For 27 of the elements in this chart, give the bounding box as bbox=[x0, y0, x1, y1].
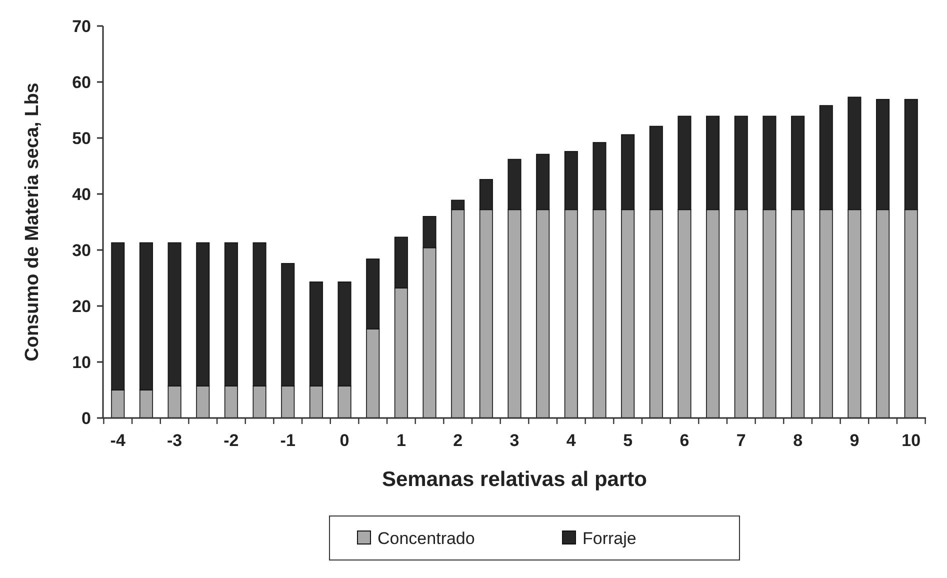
x-tick-label: -3 bbox=[166, 431, 182, 450]
x-tick-label: 7 bbox=[736, 431, 746, 450]
y-tick-label: 10 bbox=[72, 352, 91, 372]
legend-label: Concentrado bbox=[378, 528, 475, 548]
x-tick-label: 3 bbox=[510, 431, 520, 450]
y-tick-label: 20 bbox=[72, 296, 91, 316]
x-tick-label: -2 bbox=[224, 431, 239, 450]
x-tick-label: 0 bbox=[340, 431, 350, 450]
x-tick-label: -4 bbox=[110, 431, 126, 450]
x-tick-label: 9 bbox=[850, 431, 860, 450]
y-tick-label: 50 bbox=[72, 128, 91, 148]
y-tick-label: 70 bbox=[72, 16, 91, 36]
y-tick-label: 30 bbox=[72, 240, 91, 260]
x-tick-label: 2 bbox=[453, 431, 463, 450]
legend-label: Forraje bbox=[582, 528, 636, 548]
x-tick-label: -1 bbox=[280, 431, 296, 450]
x-tick-label: 10 bbox=[902, 431, 921, 450]
x-tick-label: 4 bbox=[566, 431, 576, 450]
y-tick-label: 0 bbox=[82, 408, 91, 428]
y-axis-title: Consumo de Materia seca, Lbs bbox=[22, 82, 43, 362]
x-axis-title: Semanas relativas al parto bbox=[382, 468, 647, 491]
x-tick-label: 8 bbox=[793, 431, 803, 450]
y-tick-label: 40 bbox=[72, 184, 91, 204]
y-tick-label: 60 bbox=[72, 72, 91, 92]
x-tick-label: 1 bbox=[396, 431, 406, 450]
x-tick-label: 5 bbox=[623, 431, 633, 450]
x-tick-label: 6 bbox=[680, 431, 690, 450]
